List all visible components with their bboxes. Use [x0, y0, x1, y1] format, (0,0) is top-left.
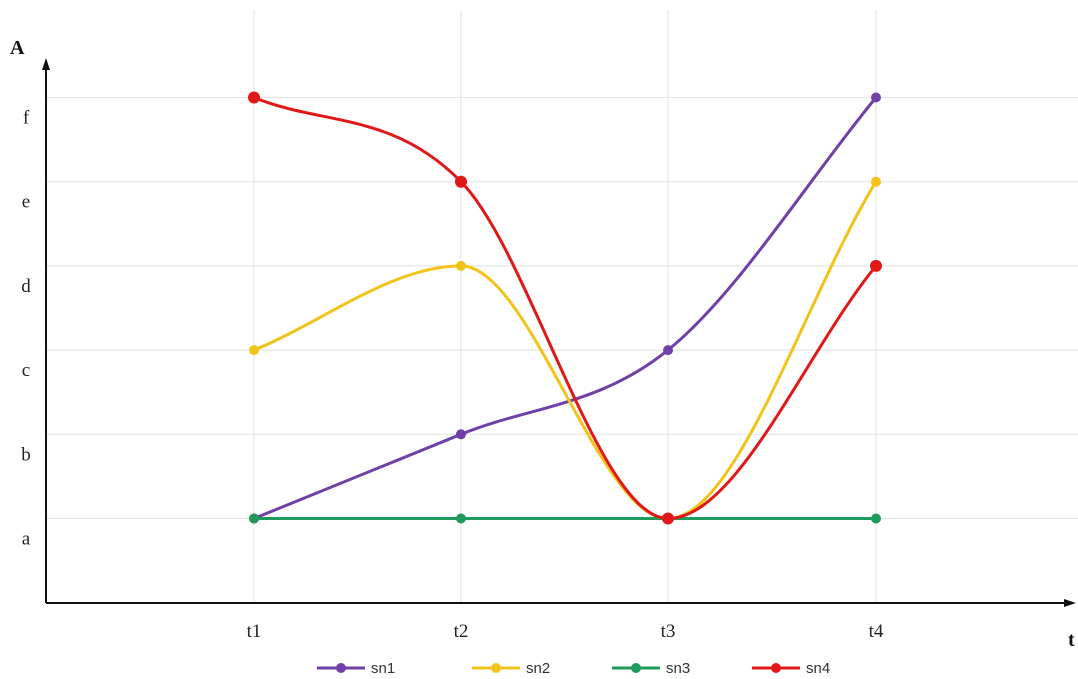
x-tick-labels: t1 t2 t3 t4: [247, 621, 884, 642]
series-line-sn2: [252, 180, 878, 520]
legend-label-sn2: sn2: [526, 660, 550, 677]
x-axis-title: t: [1068, 629, 1075, 651]
y-tick-b: b: [21, 444, 31, 465]
series-line-sn1: [252, 96, 878, 520]
legend-item-sn3: sn3: [612, 660, 690, 677]
x-tick-t4: t4: [869, 621, 884, 642]
point-sn2-t1: [249, 345, 259, 356]
series-line-sn4: [252, 96, 878, 520]
legend-swatch-marker-sn3: [631, 663, 641, 673]
point-sn3-t2: [456, 513, 466, 524]
legend-item-sn4: sn4: [752, 660, 830, 677]
y-tick-labels: a b c d e f: [21, 108, 31, 550]
point-sn4-t2: [455, 175, 467, 188]
x-tick-t3: t3: [661, 621, 676, 642]
series-sn1: [249, 92, 881, 524]
x-tick-t2: t2: [454, 621, 469, 642]
legend: sn1 sn2 sn3 sn4: [317, 660, 830, 677]
axes: A t: [10, 37, 1076, 651]
series: [248, 91, 882, 525]
point-sn3-t1: [249, 513, 259, 524]
point-sn4-t3: [662, 512, 674, 525]
legend-label-sn4: sn4: [806, 660, 830, 677]
legend-swatch-marker-sn1: [336, 663, 346, 673]
point-sn3-t4: [871, 513, 881, 524]
point-sn1-t2: [456, 429, 466, 440]
point-sn1-t3: [663, 345, 673, 356]
y-axis-title: A: [10, 37, 25, 59]
y-tick-a: a: [22, 529, 31, 550]
y-tick-d: d: [21, 276, 31, 297]
y-axis-arrow: [42, 58, 50, 70]
point-sn4-t1: [248, 91, 260, 104]
legend-item-sn2: sn2: [472, 660, 550, 677]
y-tick-f: f: [23, 108, 30, 129]
point-sn4-t4: [870, 259, 882, 272]
legend-label-sn3: sn3: [666, 660, 690, 677]
x-axis-arrow: [1064, 599, 1076, 607]
series-sn3: [249, 513, 881, 524]
x-tick-t1: t1: [247, 621, 262, 642]
grid: [46, 10, 1078, 603]
y-tick-e: e: [22, 192, 30, 213]
point-sn2-t4: [871, 176, 881, 187]
legend-swatch-marker-sn2: [491, 663, 501, 673]
point-sn2-t2: [456, 260, 466, 271]
series-sn4: [248, 91, 882, 525]
legend-label-sn1: sn1: [371, 660, 395, 677]
point-sn1-t4: [871, 92, 881, 103]
legend-swatch-marker-sn4: [771, 663, 781, 673]
legend-item-sn1: sn1: [317, 660, 395, 677]
y-tick-c: c: [22, 360, 30, 381]
